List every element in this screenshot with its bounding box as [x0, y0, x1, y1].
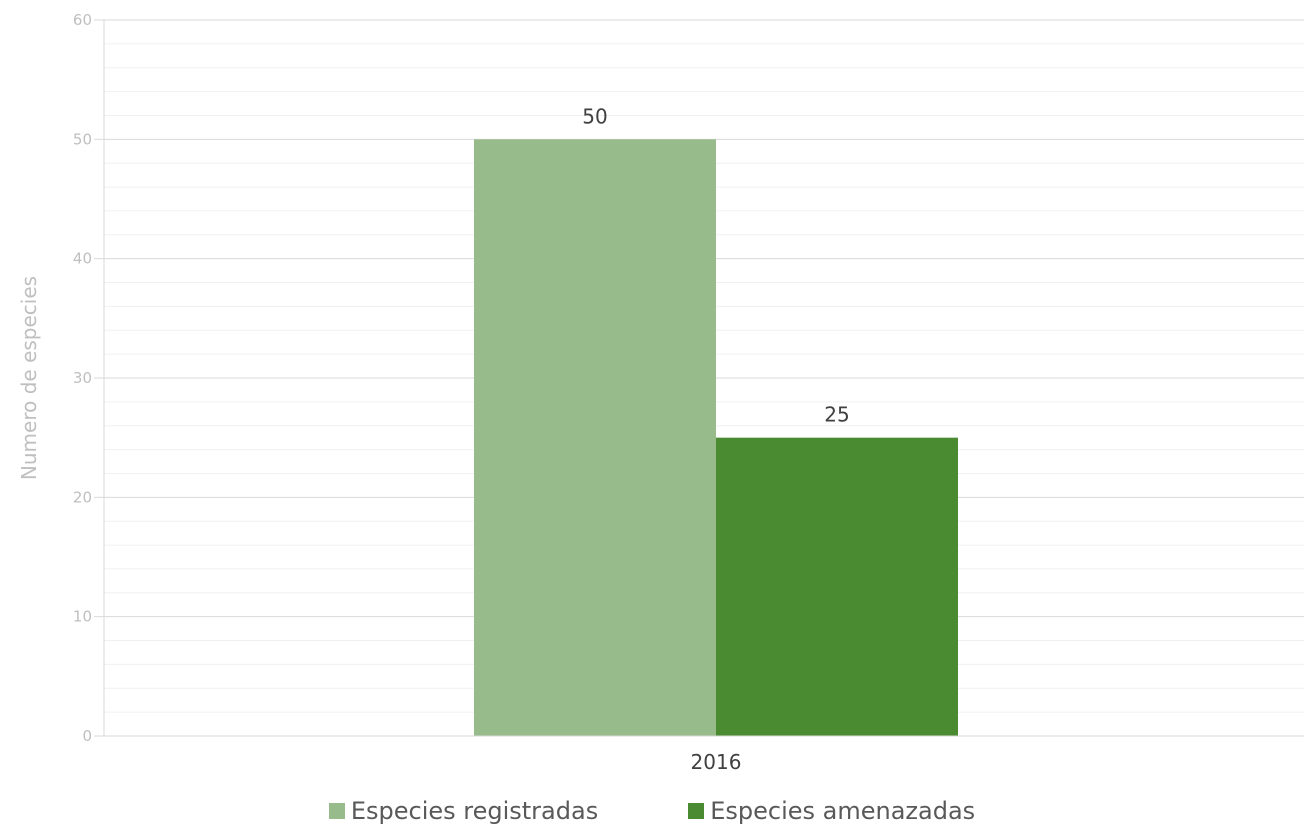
legend-label: Especies registradas: [350, 797, 599, 825]
y-tick-label: 20: [73, 488, 92, 506]
bar-data-label: 50: [582, 104, 607, 128]
data-labels: 50 25: [582, 104, 849, 426]
legend-label: Especies amenazadas: [710, 797, 976, 825]
y-tick-label: 60: [73, 11, 92, 29]
legend-swatch: [688, 803, 705, 819]
bar-chart: 0 10 20 30 40 50 60 50 25 2016 Numero de especi…: [17, 11, 1304, 774]
y-tick-label: 30: [73, 369, 92, 387]
legend: Especies registradas Especies amenazadas: [0, 796, 1304, 826]
y-tick-label: 10: [73, 608, 92, 626]
bars: [474, 139, 958, 737]
y-axis-title: Numero de especies: [17, 276, 41, 480]
y-tick-label: 40: [73, 250, 92, 268]
bar: [474, 139, 716, 737]
y-tick-label: 50: [73, 130, 92, 148]
x-tick-label: 2016: [691, 750, 742, 774]
legend-swatch: [328, 803, 345, 819]
y-tick-label: 0: [82, 727, 92, 745]
bar-data-label: 25: [824, 403, 849, 427]
legend-item-registradas: Especies registradas: [328, 796, 599, 826]
bar: [716, 437, 958, 736]
y-axis-ticks: 0 10 20 30 40 50 60: [73, 11, 104, 745]
legend-item-amenazadas: Especies amenazadas: [688, 796, 975, 826]
